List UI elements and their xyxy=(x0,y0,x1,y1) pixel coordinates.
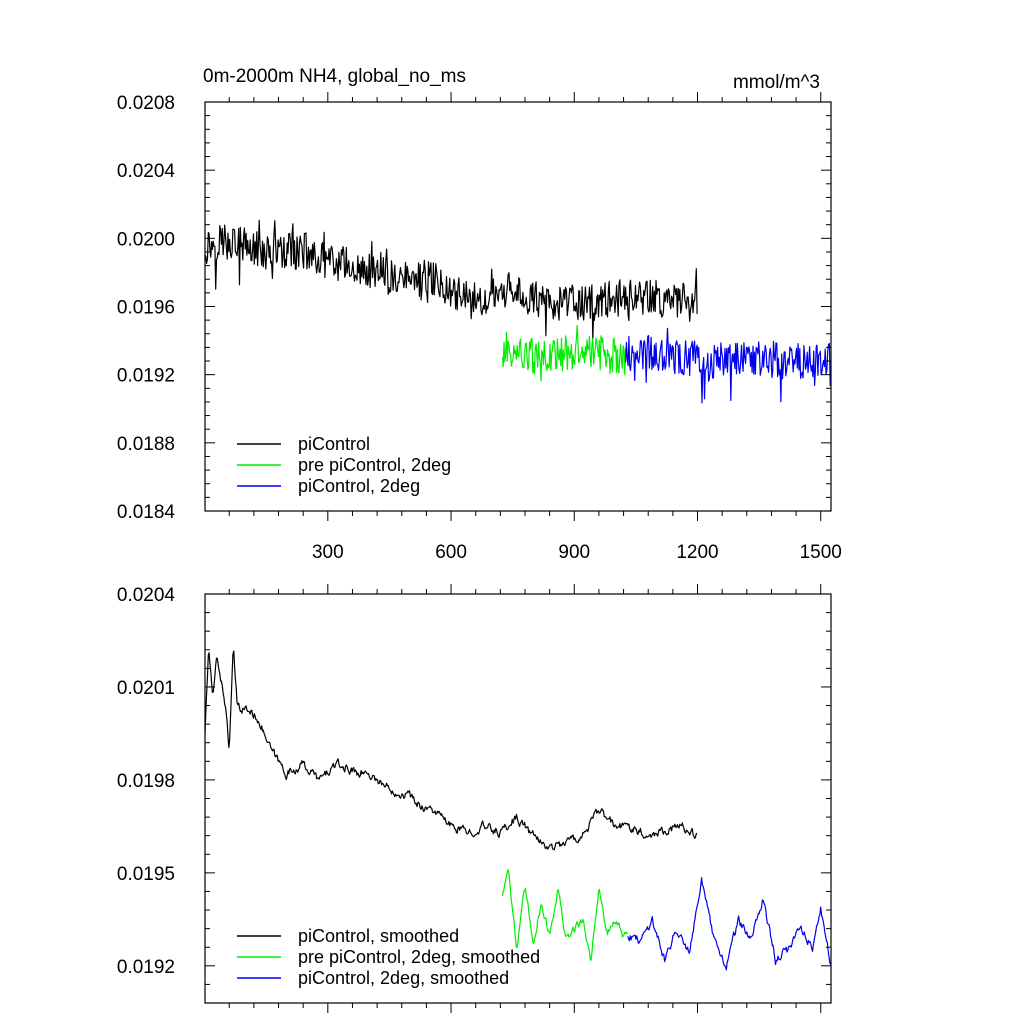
bottom-series-line-1 xyxy=(501,869,628,961)
bottom-panel: 0.0192 0.0195 0.0198 0.0201 0.0204 piControl,… xyxy=(117,584,832,1013)
chart-title: 0m-2000m NH4, global_no_ms xyxy=(203,66,466,87)
top-x-tick-label: 1500 xyxy=(800,542,842,563)
bottom-y-tick-label: 0.0192 xyxy=(117,957,175,978)
top-x-tick-label: 300 xyxy=(312,542,344,563)
bottom-plot-area xyxy=(205,650,831,971)
top-y-tick-label: 0.0184 xyxy=(117,502,176,523)
top-legend-label: piControl, 2deg xyxy=(298,476,420,496)
top-legend-label: pre piControl, 2deg xyxy=(298,455,451,475)
top-x-tick-label: 600 xyxy=(435,542,467,563)
bottom-legend-label: piControl, 2deg, smoothed xyxy=(298,968,509,988)
bottom-y-tick-label: 0.0195 xyxy=(117,864,175,885)
top-panel: 0.0184 0.0188 0.0192 0.0196 0.0200 0.0204 0.02… xyxy=(117,92,842,563)
bottom-legend-label: piControl, smoothed xyxy=(298,926,459,946)
top-series-line-0 xyxy=(205,219,698,341)
bottom-legend-label: pre piControl, 2deg, smoothed xyxy=(298,947,540,967)
units-label: mmol/m^3 xyxy=(733,72,820,93)
bottom-series-line-2 xyxy=(627,877,831,971)
top-x-tick-label: 1200 xyxy=(676,542,718,563)
top-plot-area xyxy=(205,219,831,404)
top-y-tick-label: 0.0204 xyxy=(117,161,176,182)
top-legend-label: piControl xyxy=(298,434,370,454)
top-y-tick-label: 0.0188 xyxy=(117,434,175,455)
top-y-tick-label: 0.0196 xyxy=(117,298,175,319)
bottom-y-tick-label: 0.0198 xyxy=(117,771,175,792)
bottom-y-tick-label: 0.0201 xyxy=(117,678,175,699)
bottom-y-tick-label: 0.0204 xyxy=(117,585,176,606)
top-y-tick-label: 0.0200 xyxy=(117,229,175,250)
top-series-line-2 xyxy=(625,327,831,404)
top-x-tick-label: 900 xyxy=(558,542,590,563)
bottom-series-line-0 xyxy=(205,650,698,851)
top-y-tick-label: 0.0208 xyxy=(117,93,175,114)
top-y-tick-label: 0.0192 xyxy=(117,366,175,387)
top-series-line-1 xyxy=(501,324,627,382)
